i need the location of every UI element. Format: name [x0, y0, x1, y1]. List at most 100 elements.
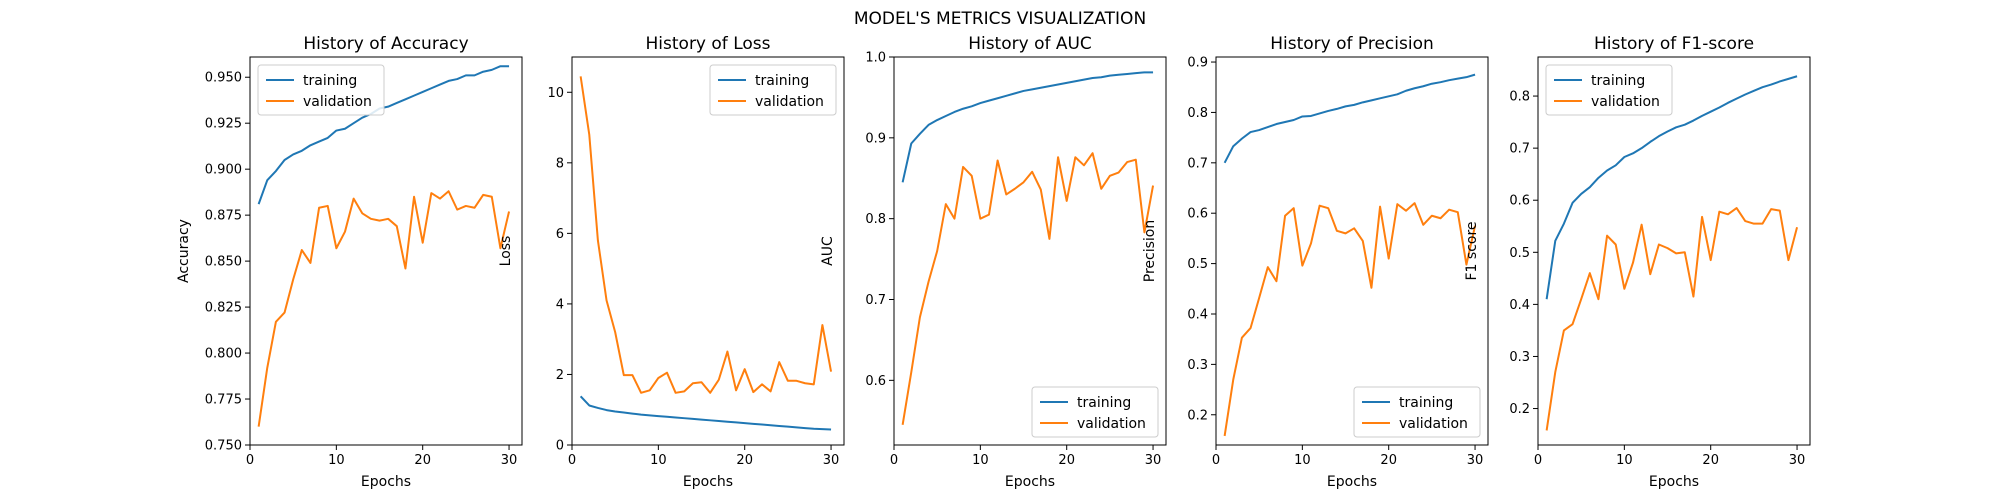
y-tick-label: 0.9 — [865, 131, 886, 146]
x-tick-label: 10 — [1616, 453, 1633, 468]
series-line-training — [1545, 75, 1798, 300]
x-tick-label: 20 — [1702, 453, 1719, 468]
series-line-validation — [1545, 207, 1799, 431]
y-axis-label: Loss — [498, 236, 514, 267]
x-axis-label: Epochs — [1327, 474, 1377, 490]
x-tick-label: 20 — [414, 453, 431, 468]
y-tick-label: 0.3 — [1509, 350, 1530, 365]
legend: training validation — [1545, 64, 1673, 116]
chart-title: History of AUC — [968, 34, 1092, 54]
legend-label-validation: validation — [303, 94, 372, 110]
y-tick-label: 0.950 — [205, 71, 242, 86]
chart-title: History of Precision — [1270, 34, 1434, 54]
y-axis-label: AUC — [820, 236, 836, 266]
chart-panel-1: History of Accuracy 0 10 20 30 0.750 0.775 0.80… — [176, 34, 523, 490]
y-tick-label: 0.4 — [1187, 307, 1208, 322]
plot-frame — [1537, 56, 1811, 446]
chart-panel-4: History of Precision 0 10 20 30 0.2 0.3 0.4 0.5 0… — [1142, 34, 1489, 490]
legend-box — [257, 64, 385, 116]
legend-box — [709, 64, 837, 116]
series-line-validation — [257, 190, 511, 427]
x-tick-label: 0 — [568, 453, 576, 468]
x-tick-label: 30 — [1467, 453, 1484, 468]
series-line-validation — [579, 76, 833, 394]
legend: training validation — [1353, 386, 1481, 438]
x-tick-label: 10 — [1294, 453, 1311, 468]
y-tick-label: 6 — [556, 227, 564, 242]
chart-title: History of Accuracy — [303, 34, 468, 54]
y-tick-label: 0.900 — [205, 163, 242, 178]
x-tick-label: 30 — [823, 453, 840, 468]
chart-title: History of Loss — [646, 34, 771, 54]
y-tick-label: 0.775 — [205, 393, 242, 408]
series-line-validation — [901, 152, 1155, 425]
x-tick-label: 0 — [1534, 453, 1542, 468]
series-line-training — [1223, 73, 1476, 164]
x-axis-label: Epochs — [361, 474, 411, 490]
legend: training validation — [257, 64, 385, 116]
series-line-validation — [1223, 202, 1477, 437]
y-tick-label: 0.8 — [1509, 90, 1530, 105]
y-axis-label: F1 score — [1464, 221, 1480, 280]
series-line-training — [901, 71, 1154, 183]
y-tick-label: 0.9 — [1187, 56, 1208, 71]
y-tick-label: 0 — [556, 439, 564, 454]
x-tick-label: 30 — [1789, 453, 1806, 468]
chart-title: History of F1-score — [1594, 34, 1754, 54]
chart-panel-3: History of AUC 0 10 20 30 0.6 0.7 0.8 0.9 1.0 Epoc… — [820, 34, 1167, 490]
y-tick-label: 0.8 — [865, 212, 886, 227]
x-axis-label: Epochs — [1649, 474, 1699, 490]
y-tick-label: 0.6 — [865, 374, 886, 389]
plot-frame — [893, 56, 1167, 446]
y-tick-label: 0.2 — [1187, 408, 1208, 423]
legend-label-validation: validation — [1591, 94, 1660, 110]
x-tick-label: 20 — [736, 453, 753, 468]
y-tick-label: 0.925 — [205, 117, 242, 132]
x-axis-label: Epochs — [1005, 474, 1055, 490]
y-tick-label: 0.3 — [1187, 358, 1208, 373]
x-tick-label: 30 — [1145, 453, 1162, 468]
y-tick-label: 10 — [547, 86, 564, 101]
x-tick-label: 0 — [1212, 453, 1220, 468]
chart-panel-2: History of Loss 0 10 20 30 0 2 4 6 8 10 Epochs Loss t… — [498, 34, 845, 490]
legend-box — [1353, 386, 1481, 438]
y-tick-label: 1.0 — [865, 51, 886, 66]
y-tick-label: 0.850 — [205, 255, 242, 270]
legend-label-training: training — [1591, 73, 1645, 89]
legend-label-validation: validation — [1077, 416, 1146, 432]
x-axis-label: Epochs — [683, 474, 733, 490]
legend-box — [1545, 64, 1673, 116]
plot-frame — [571, 56, 845, 446]
x-tick-label: 20 — [1058, 453, 1075, 468]
x-tick-label: 10 — [972, 453, 989, 468]
y-tick-label: 0.5 — [1187, 257, 1208, 272]
y-tick-label: 4 — [556, 297, 564, 312]
y-tick-label: 8 — [556, 156, 564, 171]
chart-panel-5: History of F1-score 0 10 20 30 0.2 0.3 0.4 0.5 0.… — [1464, 34, 1811, 490]
x-tick-label: 10 — [650, 453, 667, 468]
y-tick-label: 0.8 — [1187, 106, 1208, 121]
legend-box — [1031, 386, 1159, 438]
plot-frame — [249, 56, 523, 446]
y-tick-label: 0.750 — [205, 439, 242, 454]
y-tick-label: 0.2 — [1509, 402, 1530, 417]
x-tick-label: 30 — [501, 453, 518, 468]
y-tick-label: 0.5 — [1509, 246, 1530, 261]
legend-label-validation: validation — [1399, 416, 1468, 432]
y-axis-label: Accuracy — [176, 219, 192, 283]
figure-suptitle: MODEL'S METRICS VISUALIZATION — [854, 9, 1146, 29]
x-tick-label: 0 — [890, 453, 898, 468]
y-axis-label: Precision — [1142, 220, 1158, 282]
series-line-training — [579, 395, 832, 431]
legend-label-training: training — [755, 73, 809, 89]
y-tick-label: 0.7 — [1509, 142, 1530, 157]
y-tick-label: 0.7 — [1187, 156, 1208, 171]
legend-label-training: training — [303, 73, 357, 89]
legend: training validation — [709, 64, 837, 116]
y-tick-label: 0.6 — [1187, 207, 1208, 222]
y-tick-label: 0.7 — [865, 293, 886, 308]
legend-label-training: training — [1077, 395, 1131, 411]
y-tick-label: 0.800 — [205, 347, 242, 362]
y-tick-label: 0.6 — [1509, 194, 1530, 209]
